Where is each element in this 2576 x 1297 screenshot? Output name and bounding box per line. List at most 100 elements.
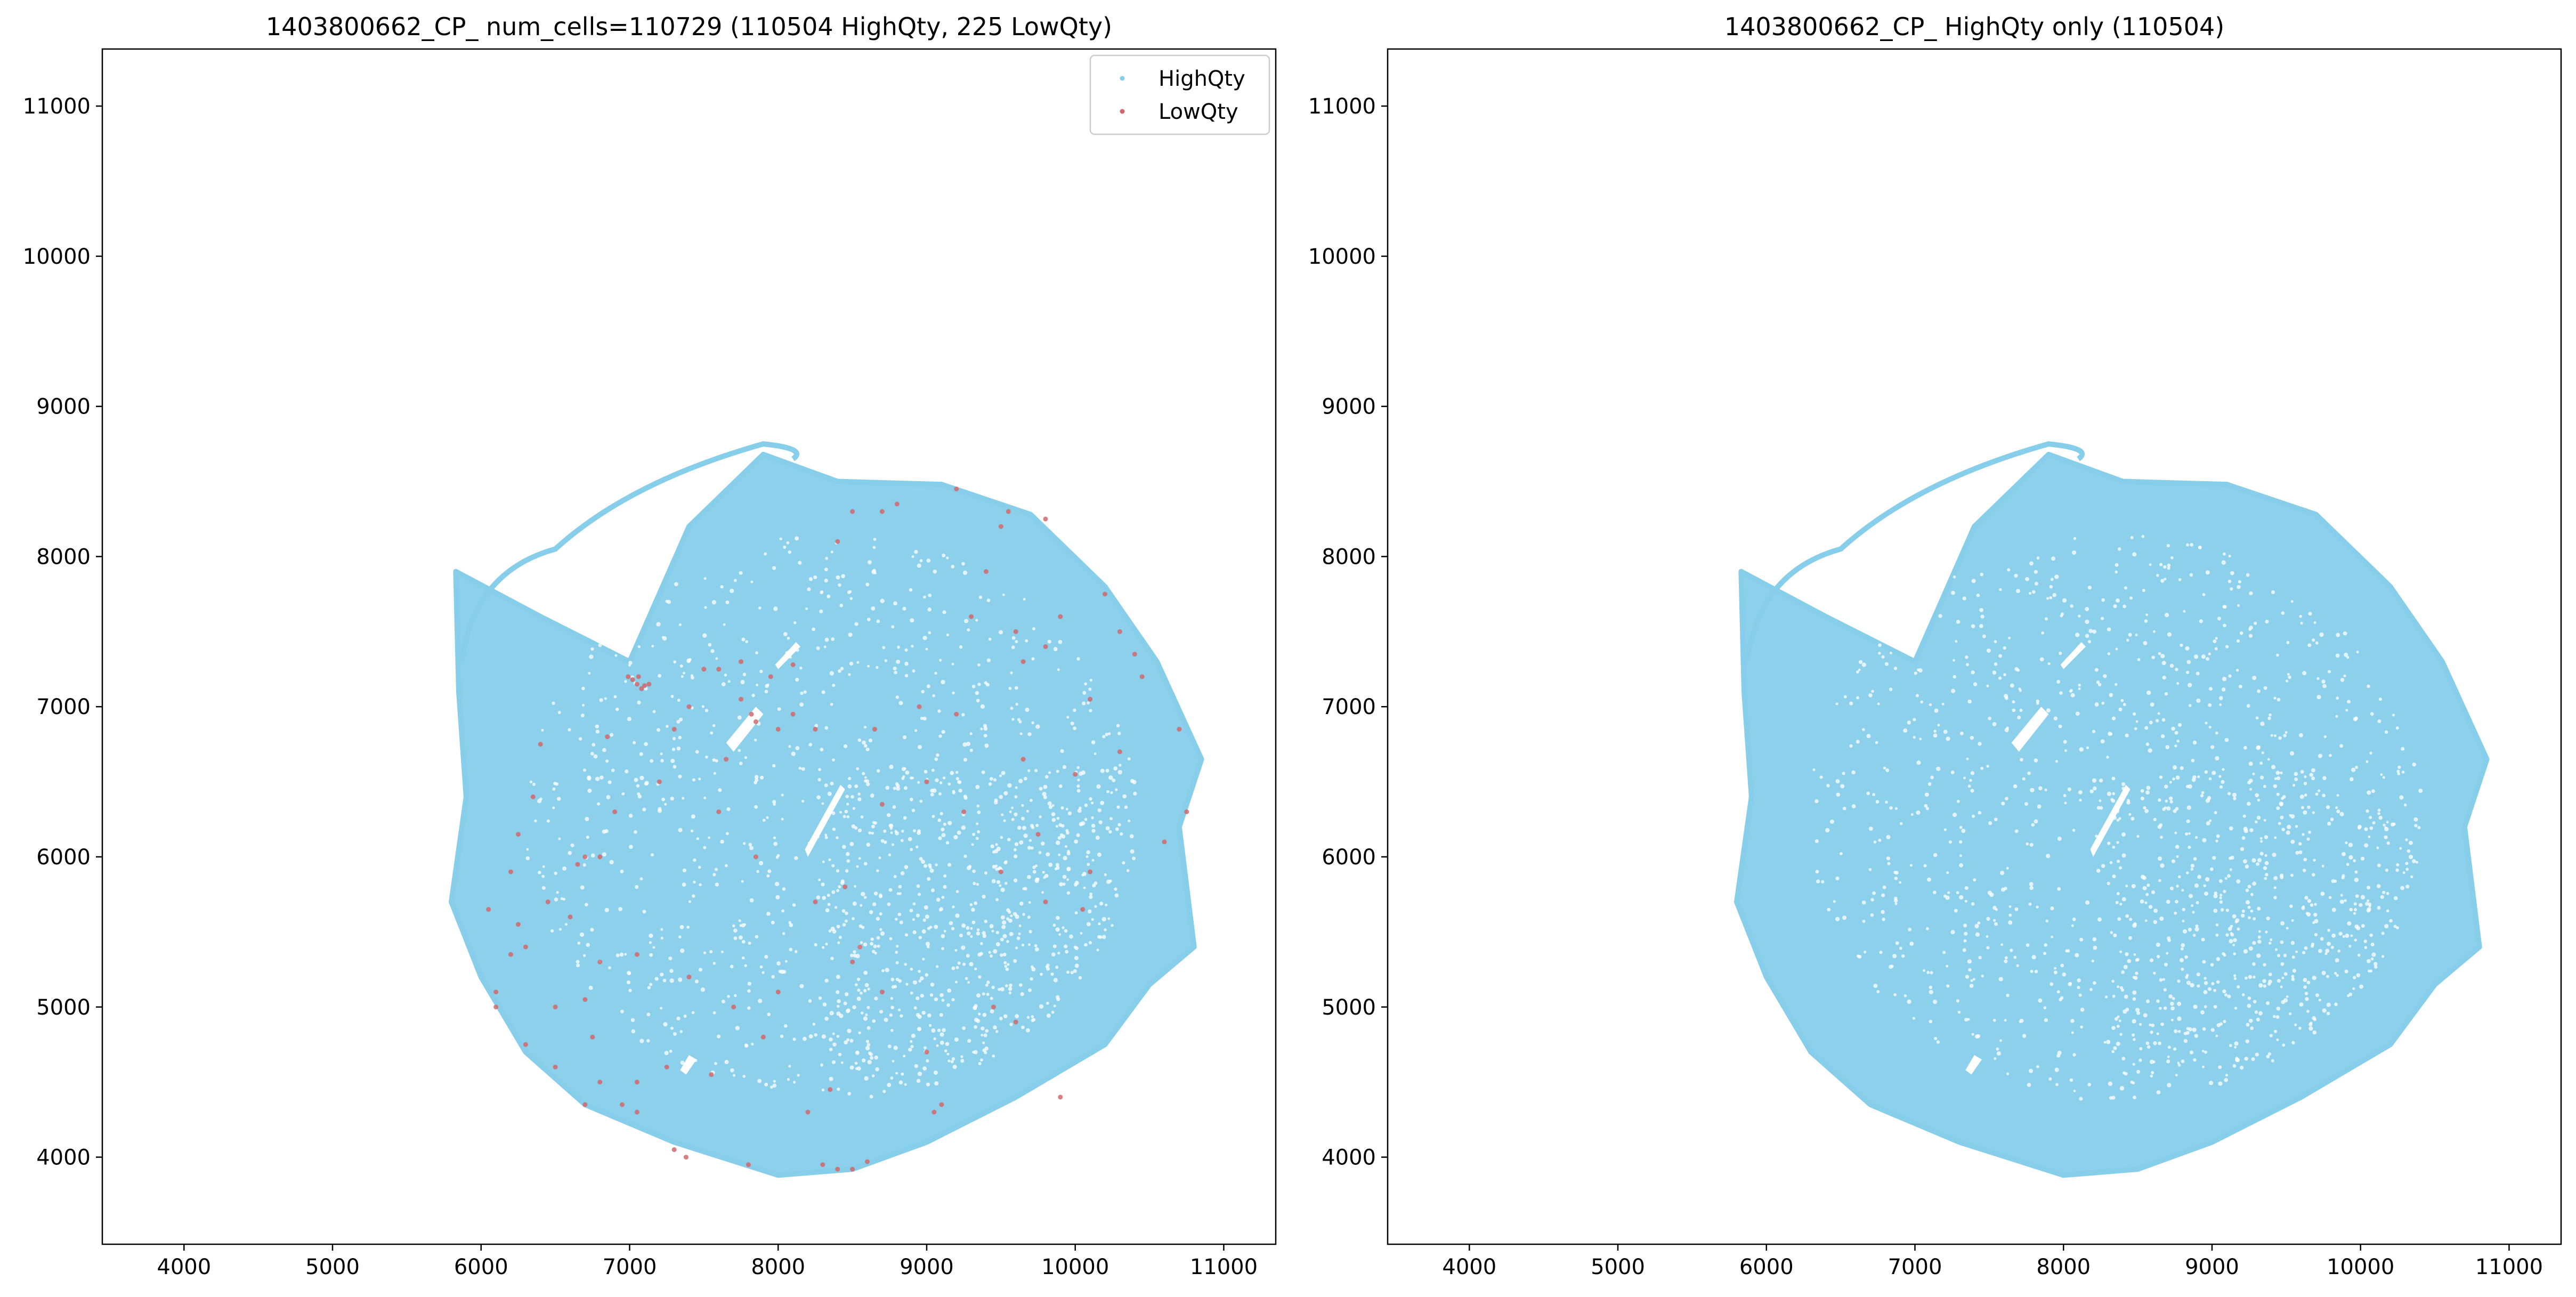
right-x-tick-label: 6000 — [1739, 1255, 1794, 1279]
left-tissue-gap — [805, 784, 845, 857]
left-lowqty-point — [775, 990, 781, 995]
left-lowqty-point — [954, 487, 959, 492]
right-y-tick-label: 8000 — [1322, 545, 1376, 569]
left-lowqty-point — [775, 726, 781, 732]
left-legend-label: LowQty — [1159, 100, 1238, 124]
left-highqty-strand — [459, 441, 799, 662]
left-lowqty-point — [1162, 839, 1167, 845]
left-lowqty-point — [835, 1166, 840, 1172]
left-lowqty-point — [969, 614, 974, 619]
left-lowqty-point — [998, 524, 1003, 529]
right-axes: 4000 5000 6000 7000 8000 9000 10000 11000 4000 50… — [1308, 48, 2562, 1279]
left-lowqty-point — [553, 1064, 558, 1069]
left-lowqty-point — [749, 711, 754, 717]
left-lowqty-point — [828, 1087, 833, 1092]
left-y-tick-label: 10000 — [23, 245, 91, 269]
left-legend-marker — [1120, 109, 1125, 114]
left-x-tick-label: 8000 — [751, 1255, 805, 1279]
left-lowqty-point — [813, 726, 818, 732]
left-lowqty-point — [671, 1147, 677, 1152]
left-lowqty-point — [553, 1004, 558, 1010]
left-lowqty-point — [850, 509, 855, 514]
left-y-tick-label: 8000 — [36, 545, 91, 569]
left-y-tick-label: 7000 — [36, 695, 91, 719]
left-tissue-gap — [726, 707, 764, 752]
right-x-tick-label: 8000 — [2036, 1255, 2091, 1279]
left-lowqty-point — [820, 1162, 825, 1168]
right-x-tick-label: 10000 — [2327, 1255, 2394, 1279]
left-lowqty-point — [508, 952, 514, 957]
left-cell-texture — [525, 536, 1137, 1099]
left-lowqty-point — [961, 809, 967, 814]
left-lowqty-point — [582, 854, 588, 860]
left-lowqty-point — [582, 997, 588, 1002]
left-lowqty-point — [630, 677, 635, 682]
left-lowqty-point — [1035, 832, 1041, 837]
left-axes-frame — [101, 48, 1277, 1245]
left-lowqty-point — [701, 667, 707, 672]
right-axes-frame — [1387, 48, 2562, 1245]
left-legend-marker — [1120, 76, 1125, 81]
left-lowqty-point — [582, 1102, 588, 1107]
left-lowqty-point — [835, 539, 840, 544]
left-tissue-gap — [775, 642, 801, 669]
left-lowqty-point — [760, 1034, 766, 1040]
left-lowqty-point — [924, 779, 929, 784]
left-x-tick-label: 10000 — [1041, 1255, 1109, 1279]
left-lowqty-point — [597, 854, 603, 860]
left-lowqty-point — [515, 922, 521, 927]
right-y-tick-label: 10000 — [1308, 245, 1376, 269]
left-lowqty-point — [709, 1072, 714, 1077]
left-y-tick-label: 6000 — [36, 845, 91, 870]
left-lowqty-point — [1102, 591, 1107, 597]
left-lowqty-point — [1013, 629, 1018, 634]
right-tissue-gap — [2090, 784, 2131, 857]
left-lowqty-point — [790, 711, 796, 717]
left-lowqty-point — [597, 1080, 603, 1085]
left-lowqty-point — [731, 1004, 736, 1010]
left-lowqty-point — [850, 1166, 855, 1172]
left-y-tick-label: 5000 — [36, 995, 91, 1020]
right-y-tick-label: 9000 — [1322, 395, 1376, 419]
right-x-tick-label: 5000 — [1591, 1255, 1645, 1279]
left-lowqty-point — [1117, 629, 1122, 634]
left-y-tick-label: 4000 — [36, 1146, 91, 1170]
left-lowqty-point — [879, 990, 885, 995]
left-lowqty-point — [1013, 1019, 1018, 1025]
left-lowqty-point — [790, 662, 796, 667]
left-tissue-gap — [680, 1055, 696, 1075]
left-lowqty-point — [523, 1042, 528, 1047]
right-highqty-strand — [1744, 441, 2085, 662]
left-lowqty-point — [931, 1109, 937, 1115]
left-lowqty-point — [642, 683, 647, 688]
left-lowqty-point — [917, 704, 922, 709]
left-lowqty-point — [646, 682, 652, 687]
left-lowqty-point — [486, 907, 491, 912]
left-lowqty-point — [1073, 772, 1078, 777]
left-lowqty-point — [1088, 869, 1093, 874]
left-lowqty-point — [724, 757, 729, 762]
left-y-tick-label: 11000 — [23, 94, 91, 119]
left-lowqty-point — [716, 667, 722, 672]
left-lowqty-point — [753, 719, 758, 724]
left-lowqty-point — [1132, 652, 1137, 657]
left-lowqty-point — [568, 914, 573, 920]
left-lowqty-point — [683, 1155, 688, 1160]
left-lowqty-point — [1043, 644, 1048, 649]
left-lowqty-point — [864, 1159, 870, 1164]
left-lowqty-point — [634, 682, 639, 687]
left-lowqty-point — [620, 1102, 625, 1107]
left-lowqty-point — [597, 959, 603, 964]
left-lowqty-point — [664, 1064, 669, 1069]
left-lowqty-point — [605, 734, 610, 740]
left-scatter-panel: 1403800662_CP_ num_cells=110729 (110504 … — [23, 12, 1277, 1279]
left-x-tick-label: 11000 — [1190, 1255, 1258, 1279]
left-legend: HighQty LowQty — [1089, 54, 1270, 135]
right-tissue-gap — [2011, 707, 2049, 752]
left-lowqty-point — [843, 884, 848, 889]
left-plot-area — [449, 441, 1204, 1178]
left-lowqty-point — [939, 1102, 944, 1107]
left-lowqty-point — [1058, 614, 1063, 619]
left-lowqty-point — [954, 711, 959, 717]
